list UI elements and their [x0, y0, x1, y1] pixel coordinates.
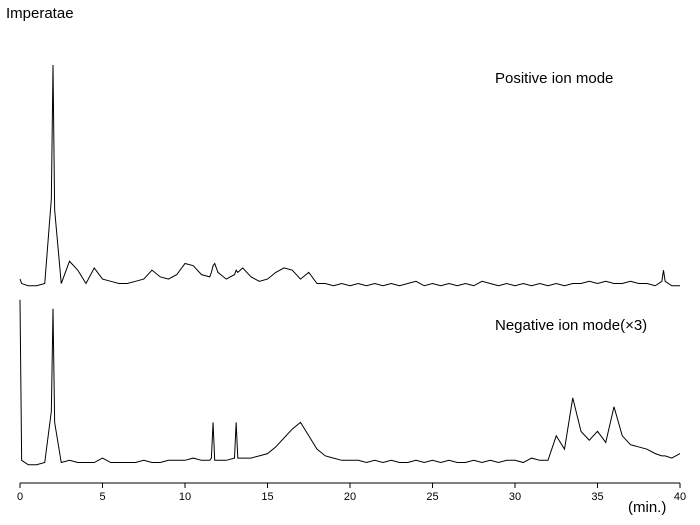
chart-title: Imperatae [6, 5, 74, 22]
x-tick-label tick: 25 [426, 491, 438, 503]
x-tick-label tick: 40 [674, 491, 686, 503]
x-tick-label tick: 10 [179, 491, 191, 503]
trace [19, 299, 681, 466]
x-tick-label tick: 0 [17, 491, 23, 503]
x-tick-label tick: 5 [99, 491, 105, 503]
x-tick-label tick: 35 [591, 491, 603, 503]
x-tick-label tick: 20 [344, 491, 356, 503]
x-axis-label: (min.) [628, 499, 666, 516]
x-tick-label tick: 15 [261, 491, 273, 503]
series-label: Positive ion mode [495, 70, 613, 87]
series-label: Negative ion mode(×3) [495, 317, 647, 334]
x-tick-label tick: 30 [509, 491, 521, 503]
trace [19, 64, 680, 287]
